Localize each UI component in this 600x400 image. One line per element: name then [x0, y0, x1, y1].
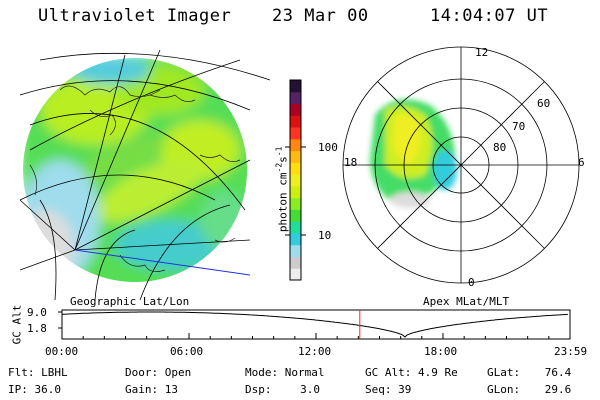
colorbar-unit-label: photon cm-2s-1 — [275, 119, 290, 259]
info-glon-value: 29.6 — [544, 383, 572, 396]
colorbar-segment — [290, 209, 301, 222]
xtick-0000: 00:00 — [45, 345, 79, 358]
info-gain-label: Gain: — [125, 383, 159, 396]
info-glat: GLat: 76.4 — [487, 366, 571, 379]
info-dsp-label: Dsp: — [245, 383, 272, 396]
colorbar-tick-10: 10 — [318, 229, 332, 242]
info-mode-label: Mode: — [245, 366, 279, 379]
colorbar-segment — [290, 185, 301, 199]
colorbar-segment — [290, 232, 301, 246]
instrument-title: Ultraviolet Imager — [38, 6, 232, 26]
xtick-1200: 12:00 — [298, 345, 332, 358]
info-ip-value: 36.0 — [34, 383, 62, 396]
polar-mlt-6: 6 — [578, 156, 585, 169]
info-dsp: Dsp: 3.0 — [245, 383, 320, 396]
altitude-ylabel: GC Alt — [10, 304, 24, 345]
info-glat-label: GLat: — [487, 366, 521, 379]
color-bar — [289, 79, 302, 281]
terminator-line — [74, 249, 251, 276]
polar-mlt-0: 0 — [468, 276, 475, 289]
info-glon: GLon: 29.6 — [487, 383, 571, 396]
color-bar-ticks — [285, 146, 306, 236]
info-flt-label: Flt: — [8, 366, 35, 379]
colorbar-segment — [290, 138, 301, 152]
info-gain: Gain: 13 — [125, 383, 178, 396]
colorbar-label-main: photon cm — [276, 172, 290, 233]
info-ip: IP: 36.0 — [8, 383, 61, 396]
altitude-ytick-9: 9.0 — [27, 306, 47, 319]
xtick-0600: 06:00 — [170, 345, 204, 358]
xtick-1800: 18:00 — [424, 345, 458, 358]
info-door-value: Open — [164, 366, 192, 379]
altitude-curve — [61, 311, 568, 338]
info-gain-value: 13 — [164, 383, 178, 396]
apex-label: Apex MLat/MLT — [423, 295, 510, 308]
polar-plot — [342, 46, 580, 284]
polar-mlt-18: 18 — [344, 156, 358, 169]
info-ip-label: IP: — [8, 383, 28, 396]
date-label: 23 Mar 00 — [272, 6, 369, 26]
geographic-label: Geographic Lat/Lon — [70, 295, 190, 308]
polar-lat-80: 80 — [493, 141, 507, 154]
colorbar-segment — [290, 244, 301, 257]
colorbar-segment — [290, 221, 301, 234]
geographic-image — [19, 49, 271, 301]
colorbar-segment — [290, 103, 301, 116]
colorbar-segment — [290, 80, 301, 93]
colorbar-segment — [290, 115, 301, 128]
colorbar-segment — [290, 197, 301, 210]
info-gcalt-label: GC Alt: — [365, 366, 412, 379]
polar-lat-70: 70 — [512, 120, 526, 133]
info-seq-value: 39 — [398, 383, 412, 396]
info-door: Door: Open — [125, 366, 191, 379]
coastlines — [29, 85, 241, 272]
info-flt: Flt: LBHL — [8, 366, 68, 379]
altitude-ytick-1-8: 1.8 — [27, 322, 47, 335]
altitude-plot — [58, 309, 571, 340]
info-door-label: Door: — [125, 366, 159, 379]
polar-lat-60: 60 — [537, 97, 551, 110]
colorbar-unit2: s — [276, 156, 290, 163]
colorbar-sup2: -1 — [274, 146, 284, 157]
info-mode: Mode: Normal — [245, 366, 325, 379]
info-mode-value: Normal — [284, 366, 325, 379]
colorbar-tick-100: 100 — [318, 141, 338, 154]
info-glon-label: GLon: — [487, 383, 521, 396]
colorbar-segment — [290, 162, 301, 175]
colorbar-segment — [290, 91, 301, 105]
info-seq: Seq: 39 — [365, 383, 411, 396]
colorbar-sup1: -2 — [274, 162, 284, 173]
colorbar-segment — [290, 256, 301, 269]
info-glat-value: 76.4 — [544, 366, 572, 379]
info-dsp-value: 3.0 — [300, 383, 320, 396]
colorbar-segment — [290, 150, 301, 163]
time-label: 14:04:07 UT — [430, 6, 549, 26]
geographic-grid — [19, 49, 271, 301]
colorbar-segment — [290, 127, 301, 140]
colorbar-segment — [290, 268, 301, 281]
xtick-2359: 23:59 — [554, 345, 588, 358]
info-gcalt-value: 4.9 Re — [417, 366, 458, 379]
colorbar-frame — [289, 79, 302, 281]
info-gcalt: GC Alt: 4.9 Re — [365, 366, 458, 379]
polar-grid — [342, 46, 580, 284]
info-seq-label: Seq: — [365, 383, 392, 396]
polar-mlt-12: 12 — [475, 46, 489, 59]
info-flt-value: LBHL — [41, 366, 68, 379]
colorbar-segment — [290, 174, 301, 187]
